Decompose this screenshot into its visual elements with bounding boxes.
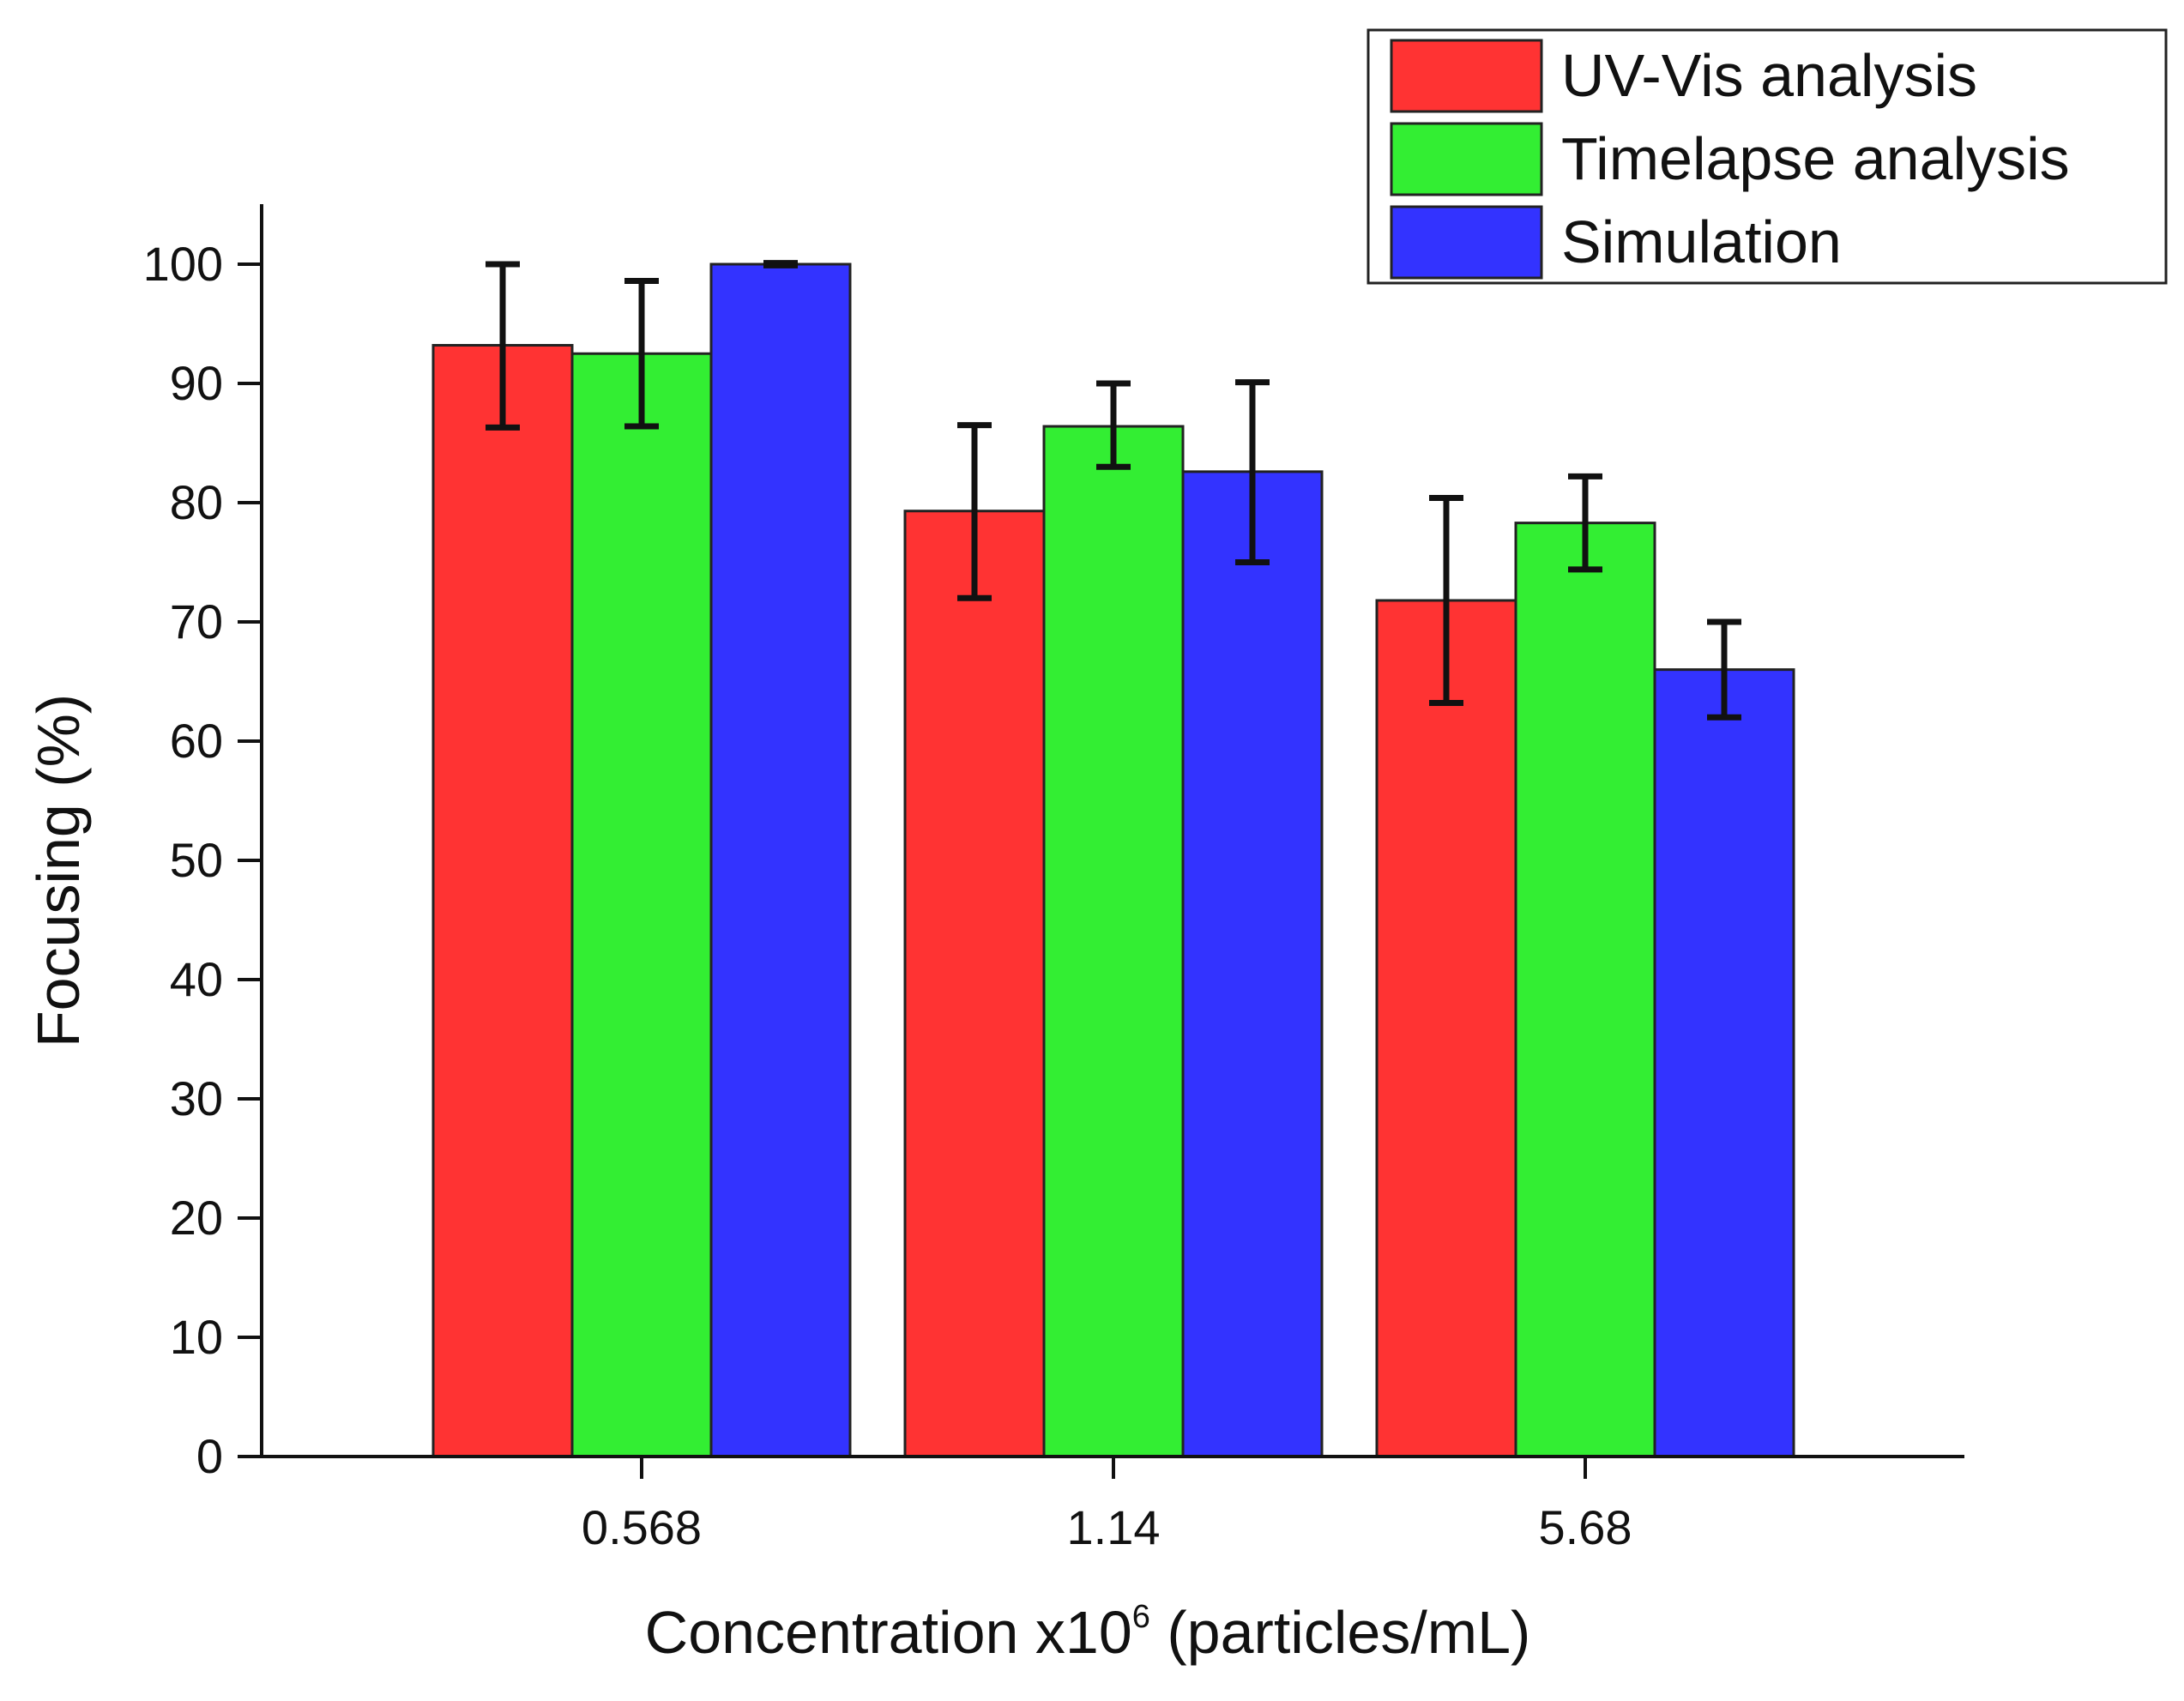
error-bar-timelapse-analysis-0 (624, 277, 659, 430)
error-bar-simulation-0 (763, 260, 798, 268)
y-tick-label: 80 (170, 475, 223, 529)
legend-items: UV-Vis analysis Timelapse analysis Simulat… (1390, 39, 2070, 280)
error-bar-uv-vis-analysis-0 (486, 261, 520, 431)
error-bar-uv-vis-analysis-1 (957, 422, 992, 601)
bar-timelapse-analysis-1 (1042, 425, 1185, 1458)
legend-entry: Timelapse analysis (1390, 122, 2070, 196)
legend-entry: UV-Vis analysis (1390, 39, 1977, 113)
legend-swatch (1390, 39, 1543, 113)
y-tick-label: 70 (170, 594, 223, 648)
error-bar-uv-vis-analysis-2 (1429, 494, 1463, 707)
y-tick-label: 60 (170, 714, 223, 768)
bar-timelapse-analysis-0 (570, 352, 713, 1458)
legend-swatch (1390, 122, 1543, 196)
x-tick-label: 0.568 (582, 1500, 702, 1554)
bar-uv-vis-analysis-1 (903, 510, 1046, 1458)
error-bars-layer (486, 260, 1741, 721)
y-tick-label: 90 (170, 356, 223, 410)
error-bar-simulation-2 (1707, 618, 1741, 721)
bar-simulation-1 (1181, 470, 1324, 1458)
x-tick-label: 1.14 (1067, 1500, 1161, 1554)
y-tick-label: 100 (143, 237, 223, 291)
y-tick-label: 10 (170, 1310, 223, 1364)
bar-uv-vis-analysis-2 (1375, 599, 1517, 1458)
bars-layer (431, 262, 1795, 1458)
legend-swatch (1390, 205, 1543, 280)
x-axis-title-unit: (particles/mL) (1150, 1599, 1530, 1666)
y-axis-title: Focusing (%) (25, 694, 92, 1047)
tick-labels-layer: 0 10 20 30 40 50 60 70 80 90 100 0.568 1.14 5.68 (143, 237, 1632, 1554)
legend-label: UV-Vis analysis (1561, 42, 1977, 109)
legend: UV-Vis analysis Timelapse analysis Simulat… (1367, 28, 2168, 285)
y-tick-label: 40 (170, 952, 223, 1006)
error-bar-simulation-1 (1235, 379, 1270, 565)
y-tick-label: 20 (170, 1191, 223, 1245)
y-tick-label: 30 (170, 1071, 223, 1125)
x-axis-title-exponent: 6 (1132, 1599, 1150, 1635)
bar-uv-vis-analysis-0 (431, 344, 574, 1458)
x-axis-title-main: Concentration x10 (645, 1599, 1132, 1666)
bar-timelapse-analysis-2 (1514, 522, 1656, 1458)
legend-label: Timelapse analysis (1561, 125, 2070, 192)
axes-layer (238, 204, 1964, 1479)
legend-entry: Simulation (1390, 205, 1842, 280)
x-axis-title: Concentration x106 (particles/mL) (645, 1599, 1531, 1666)
bar-simulation-2 (1653, 668, 1795, 1458)
y-tick-label: 0 (196, 1429, 223, 1483)
error-bar-timelapse-analysis-1 (1096, 380, 1131, 470)
error-bar-timelapse-analysis-2 (1568, 473, 1602, 573)
x-tick-label: 5.68 (1539, 1500, 1632, 1554)
legend-label: Simulation (1561, 208, 1842, 275)
y-tick-label: 50 (170, 833, 223, 887)
bar-simulation-0 (709, 262, 852, 1458)
